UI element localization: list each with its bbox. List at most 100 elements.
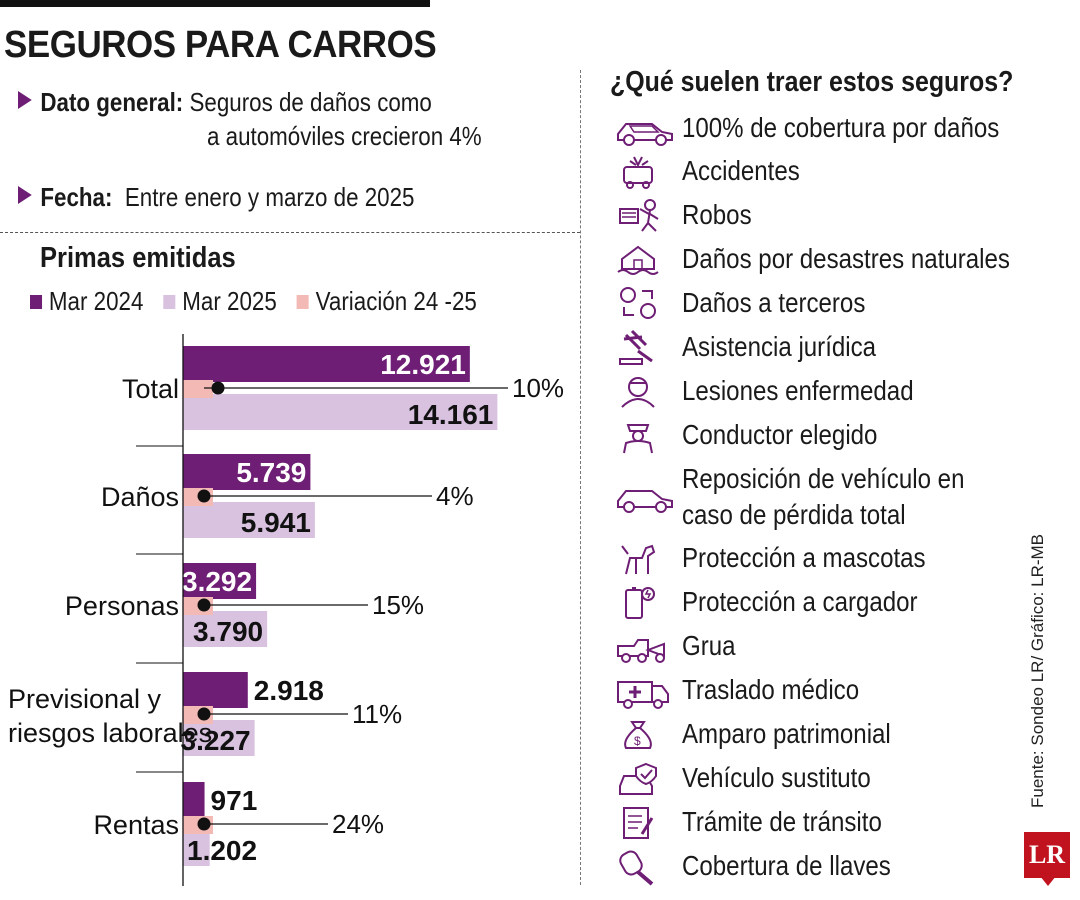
- variation-dot: [197, 707, 211, 721]
- lr-logo: LR: [1024, 832, 1070, 878]
- ambulance-icon: [612, 672, 676, 709]
- feature-label: Asistencia jurídica: [682, 331, 877, 362]
- car-replacement-icon: [612, 477, 676, 513]
- value-label-mar-2025: 3.790: [193, 616, 263, 647]
- charger-icon: [612, 584, 676, 620]
- value-label-mar-2025: 5.941: [241, 507, 311, 538]
- feature-label: Amparo patrimonial: [682, 718, 891, 749]
- document-icon: [612, 804, 676, 840]
- page-title: SEGUROS PARA CARROS: [4, 24, 437, 66]
- third-party-exchange-icon: [612, 285, 676, 321]
- feature-label: Traslado médico: [682, 674, 860, 705]
- feature-label: Lesiones enfermedad: [682, 375, 914, 406]
- bar-chart: 12.921 14.161 10% Total 5.739 5.941 4% Daños 3.2…: [8, 334, 564, 886]
- chart-legend: Mar 2024 Mar 2025 Variación 24 -25: [30, 286, 491, 317]
- feature-label: Trámite de tránsito: [682, 806, 882, 837]
- substitute-car-icon: [612, 760, 676, 796]
- injured-person-icon: [612, 373, 676, 409]
- legend-label: Variación 24 -25: [315, 286, 477, 316]
- value-label-mar-2025: 14.161: [408, 399, 494, 430]
- info-date: Fecha: Entre enero y marzo de 2025: [18, 181, 414, 213]
- legend-item-variacion: Variación 24 -25: [296, 286, 477, 316]
- triangle-bullet-icon: [18, 186, 32, 204]
- driver-icon: [612, 417, 676, 454]
- bar-mar-2025: [183, 394, 498, 430]
- feature-label: Vehículo sustituto: [682, 762, 871, 793]
- feature-label: Robos: [682, 199, 752, 230]
- feature-label: Daños a terceros: [682, 287, 866, 318]
- legend-label: Mar 2024: [48, 286, 144, 316]
- legend-swatch: [296, 295, 309, 309]
- feature-label: Reposición de vehículo en caso de pérdid…: [682, 463, 965, 530]
- feature-label: Cobertura de llaves: [682, 850, 891, 881]
- date-text: Entre enero y marzo de 2025: [124, 182, 415, 212]
- car-key-icon: [612, 848, 676, 886]
- legend-swatch: [30, 295, 43, 309]
- bar-mar-2024: [183, 782, 205, 818]
- divider-horizontal: [0, 232, 580, 233]
- value-label-mar-2025: 3.227: [181, 725, 251, 756]
- variation-label: 4%: [436, 481, 474, 511]
- value-label-mar-2024: 2.918: [254, 675, 324, 706]
- bar-mar-2024: [183, 672, 248, 708]
- bar-variacion: [183, 380, 213, 398]
- value-label-mar-2024: 3.292: [182, 566, 252, 597]
- value-label-mar-2025: 1.202: [187, 835, 257, 866]
- feature-label: Protección a cargador: [682, 586, 918, 617]
- car-crash-icon: [612, 153, 676, 189]
- bar-mar-2024: [183, 454, 311, 490]
- variation-label: 11%: [352, 699, 402, 729]
- legend-item-mar-2025: Mar 2025: [163, 286, 277, 316]
- flood-house-icon: [612, 241, 676, 277]
- bar-mar-2024: [183, 563, 257, 599]
- source-credit: Fuente: Sondeo LR/ Gráfico: LR-MB: [1028, 533, 1047, 808]
- value-label-mar-2024: 12.921: [380, 349, 466, 380]
- thief-icon: [612, 197, 676, 233]
- general-text-1: Seguros de daños como: [189, 87, 432, 117]
- feature-label: Accidentes: [682, 155, 800, 186]
- car-icon: [612, 110, 676, 146]
- features-title: ¿Qué suelen traer estos seguros?: [610, 66, 1014, 98]
- triangle-bullet-icon: [18, 91, 32, 109]
- bar-mar-2025: [183, 830, 210, 866]
- bar-mar-2025: [183, 611, 268, 647]
- category-label: Total: [122, 374, 179, 404]
- date-label: Fecha:: [40, 182, 113, 212]
- feature-label: Protección a mascotas: [682, 542, 926, 573]
- variation-dot: [197, 817, 211, 831]
- general-label: Dato general:: [40, 87, 184, 117]
- info-general: Dato general: Seguros de daños como: [18, 86, 432, 118]
- feature-label: Conductor elegido: [682, 419, 878, 450]
- category-label: Personas: [65, 591, 179, 621]
- variation-label: 10%: [512, 373, 564, 403]
- variation-dot: [197, 598, 211, 612]
- category-label: riesgos laborales: [8, 718, 212, 748]
- category-label: Rentas: [93, 810, 179, 840]
- gavel-icon: [612, 329, 676, 365]
- money-bag-icon: $: [612, 716, 676, 752]
- lr-logo-tail: [1040, 876, 1056, 886]
- variation-label: 24%: [332, 809, 384, 839]
- tow-truck-icon: [612, 628, 676, 664]
- general-text-2: a automóviles crecieron 4%: [207, 121, 482, 151]
- bar-mar-2025: [183, 502, 315, 538]
- chart-title: Primas emitidas: [40, 242, 236, 274]
- legend-label: Mar 2025: [182, 286, 277, 316]
- top-rule: [0, 0, 430, 7]
- divider-vertical: [580, 70, 581, 885]
- pet-icon: [612, 540, 676, 576]
- variation-label: 15%: [372, 590, 424, 620]
- variation-dot: [197, 489, 211, 503]
- category-label: Previsional y: [8, 684, 162, 714]
- svg-text:$: $: [634, 734, 641, 748]
- value-label-mar-2024: 971: [211, 785, 258, 816]
- bar-mar-2024: [183, 346, 470, 382]
- value-label-mar-2024: 5.739: [236, 457, 306, 488]
- feature-label: Grua: [682, 630, 736, 661]
- legend-item-mar-2024: Mar 2024: [30, 286, 143, 316]
- feature-label: Daños por desastres naturales: [682, 243, 1010, 274]
- category-label: Daños: [101, 482, 179, 512]
- feature-label: 100% de cobertura por daños: [682, 112, 1000, 143]
- legend-swatch: [163, 295, 176, 309]
- variation-dot: [211, 381, 225, 395]
